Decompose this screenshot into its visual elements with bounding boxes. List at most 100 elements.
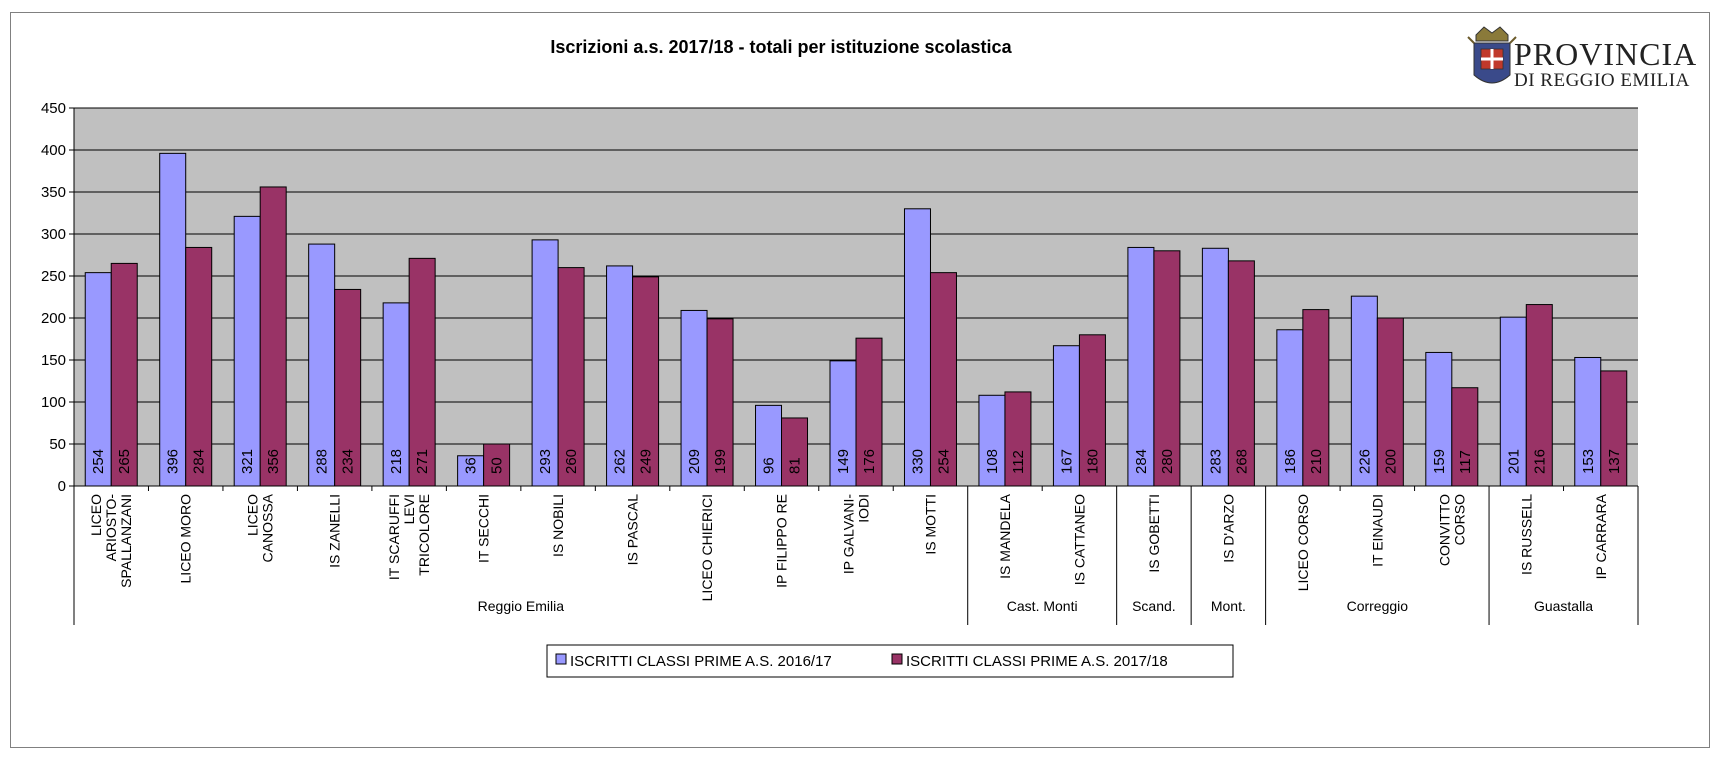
bar-2017-18 [1600, 370, 1628, 487]
bar-2017-18 [1451, 387, 1479, 487]
bar-2016-17 [1052, 345, 1080, 487]
category-label: IS ZANELLI [327, 494, 343, 568]
data-label: 396 [165, 449, 182, 474]
category-label: CORSO [1451, 494, 1467, 545]
data-label: 262 [612, 449, 629, 474]
category-label: IS MANDELA [997, 493, 1013, 578]
data-label: 218 [388, 449, 405, 474]
y-tick-label: 50 [49, 436, 66, 453]
y-tick-label: 350 [41, 184, 66, 201]
category-label: IP FILIPPO RE [774, 494, 790, 588]
data-label: 167 [1058, 449, 1075, 474]
bar-2016-17 [829, 360, 857, 487]
legend-box [546, 644, 1234, 678]
category-label: IT EINAUDI [1369, 494, 1385, 567]
bars: 254 396 321 288 218 36 293 262 209 96 149 330 108 167… [84, 152, 1628, 487]
category-label: IP GALVANI- [841, 494, 857, 574]
y-tick-label: 100 [41, 394, 66, 411]
data-label: 234 [340, 449, 357, 474]
category-label: LICEO MORO [178, 494, 194, 584]
chart-title: Iscrizioni a.s. 2017/18 - totali per ist… [550, 37, 1012, 57]
bar-2017-18 [557, 267, 585, 487]
bar-2017-18 [259, 186, 287, 487]
y-tick-label: 250 [41, 268, 66, 285]
y-tick-label: 150 [41, 352, 66, 369]
bar-2016-17 [606, 265, 634, 487]
bar-2017-18 [929, 272, 957, 487]
category-label: IS MOTTI [922, 494, 938, 555]
bar-2017-18 [185, 246, 213, 487]
bar-2016-17 [1425, 351, 1453, 487]
data-label: 254 [90, 449, 107, 474]
data-label: 210 [1308, 449, 1325, 474]
category-label: TRICOLORE [416, 494, 432, 576]
bar-2017-18 [110, 262, 138, 487]
data-label: 180 [1084, 449, 1101, 474]
category-label: IP CARRARA [1593, 493, 1609, 579]
province-logo: PROVINCIA DI REGGIO EMILIA [1467, 26, 1697, 91]
data-label: 356 [265, 449, 282, 474]
bar-2017-18 [483, 443, 511, 487]
bar-2017-18 [334, 288, 362, 487]
data-label: 50 [489, 457, 506, 474]
data-label: 108 [984, 449, 1001, 474]
bar-2016-17 [308, 243, 336, 487]
data-label: 36 [463, 457, 480, 474]
bar-2017-18 [1227, 260, 1255, 487]
data-label: 176 [861, 449, 878, 474]
category-label: IS GOBETTI [1146, 494, 1162, 573]
data-label: 186 [1282, 449, 1299, 474]
category-label: ARIOSTO- [103, 494, 119, 562]
data-label: 268 [1233, 449, 1250, 474]
coat-of-arms-icon [1467, 26, 1517, 84]
bar-2017-18 [632, 276, 660, 487]
category-label: IS CATTANEO [1071, 494, 1087, 585]
y-axis-ticks: 0 50 100 150 200 250 300 350 400 450 [41, 100, 74, 495]
bar-2017-18 [781, 417, 809, 487]
data-label: 149 [835, 449, 852, 474]
bar-2016-17 [1350, 295, 1378, 487]
logo-title: PROVINCIA [1514, 36, 1697, 72]
category-label: LICEO [245, 494, 261, 536]
bar-2016-17 [1127, 246, 1155, 487]
bar-2017-18 [1376, 317, 1404, 487]
bar-2016-17 [903, 208, 931, 487]
data-label: 284 [1133, 449, 1150, 474]
category-label: IS D'ARZO [1220, 494, 1236, 563]
data-label: 153 [1580, 449, 1597, 474]
bar-2016-17 [84, 272, 112, 487]
category-label: LEVI [401, 494, 417, 524]
data-label: 137 [1606, 449, 1623, 474]
data-label: 249 [638, 449, 655, 474]
legend: ISCRITTI CLASSI PRIME A.S. 2016/17 ISCRI… [546, 644, 1234, 678]
data-label: 284 [191, 449, 208, 474]
category-label: IT SECCHI [476, 494, 492, 563]
data-label: 254 [935, 449, 952, 474]
category-label: SPALLANZANI [118, 494, 134, 588]
x-axis-categories: LICEO ARIOSTO- SPALLANZANI LICEO MORO LICEO C… [88, 493, 1609, 601]
legend-label-2016-17: ISCRITTI CLASSI PRIME A.S. 2016/17 [570, 653, 832, 670]
group-label: Guastalla [1534, 598, 1593, 614]
legend-swatch-2016-17 [555, 653, 567, 665]
legend-label-2017-18: ISCRITTI CLASSI PRIME A.S. 2017/18 [906, 653, 1168, 670]
category-label: LICEO CHIERICI [699, 494, 715, 601]
data-label: 283 [1207, 449, 1224, 474]
data-label: 117 [1457, 450, 1474, 474]
category-label: IODI [856, 494, 872, 523]
y-tick-label: 450 [41, 100, 66, 117]
data-label: 200 [1382, 449, 1399, 474]
y-tick-label: 200 [41, 310, 66, 327]
bar-2016-17 [531, 239, 559, 487]
legend-swatch-2017-18 [891, 653, 903, 665]
category-label: IS PASCAL [625, 494, 641, 566]
y-tick-label: 400 [41, 142, 66, 159]
data-label: 260 [563, 449, 580, 474]
category-label: IT SCARUFFI [386, 494, 402, 580]
category-label: LICEO CORSO [1295, 494, 1311, 591]
data-label: 201 [1505, 449, 1522, 474]
category-label: IS RUSSELL [1518, 494, 1534, 575]
group-label: Correggio [1347, 598, 1409, 614]
category-label: LICEO [88, 494, 104, 536]
bar-2016-17 [159, 152, 187, 487]
bar-2016-17 [755, 404, 783, 487]
